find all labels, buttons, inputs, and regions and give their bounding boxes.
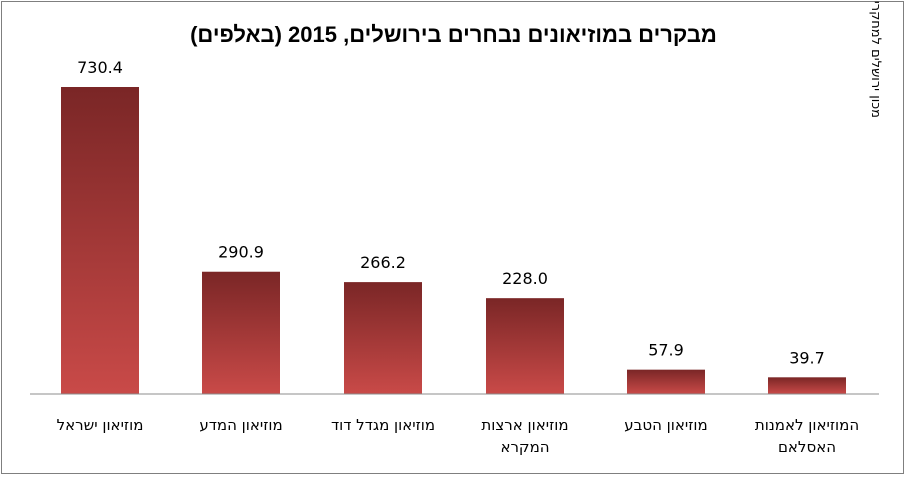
bar [344, 282, 422, 394]
category-label: המוזיאון לאמנות [755, 416, 859, 434]
data-label: 228.0 [502, 269, 548, 288]
data-label: 39.7 [789, 348, 825, 367]
data-label: 266.2 [360, 253, 406, 272]
bar [768, 377, 846, 394]
bar [486, 298, 564, 394]
category-label: מוזיאון מגדל דוד [331, 416, 435, 434]
chart-title: מבקרים במוזיאונים נבחרים בירושלים, 2015 … [190, 22, 717, 47]
bar [61, 87, 139, 394]
bar [202, 271, 280, 394]
category-label: מוזיאון הטבע [624, 416, 707, 434]
category-label: המקרא [500, 438, 549, 456]
category-label: האסלאם [778, 438, 836, 456]
data-label: 57.9 [648, 341, 684, 360]
category-label: מוזיאון המדע [199, 416, 282, 434]
data-label: 730.4 [77, 58, 123, 77]
category-label: מוזיאון ישראל [57, 416, 144, 434]
data-label: 290.9 [218, 243, 264, 262]
bar [627, 369, 705, 394]
category-label: מוזיאון ארצות [481, 416, 568, 434]
